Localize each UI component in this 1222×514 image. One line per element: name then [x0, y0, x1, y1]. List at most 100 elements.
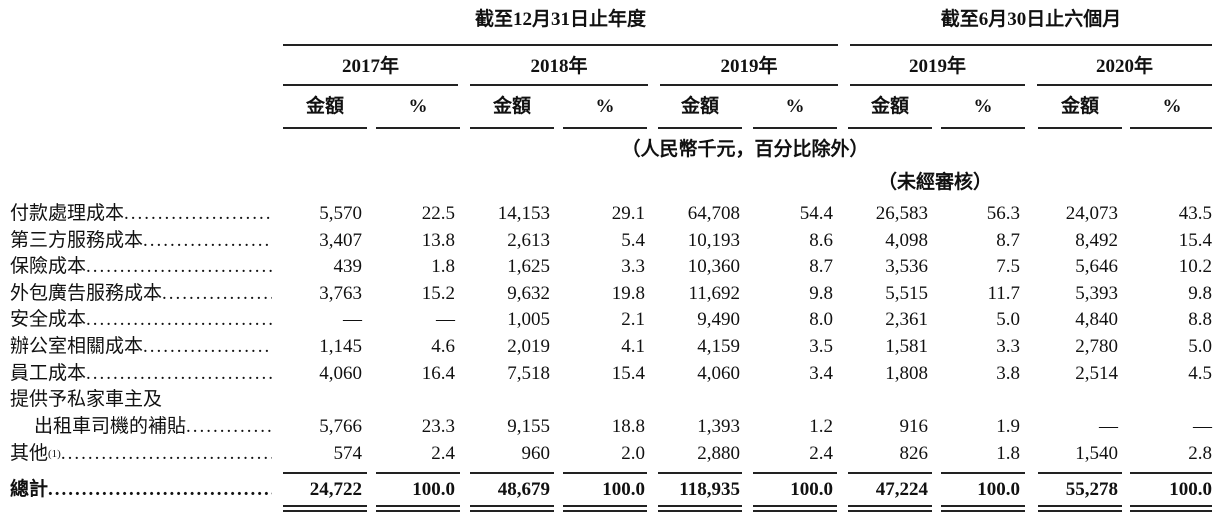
column-header: 金額 [1060, 96, 1100, 117]
cell-value: 2,780 [1075, 336, 1118, 357]
rule [941, 510, 1025, 513]
row-label: 第三方服務成本 [10, 230, 272, 252]
dot-leader [124, 203, 272, 225]
cell-value: 4,060 [697, 362, 740, 384]
rule [1038, 505, 1122, 508]
cell-value: 56.3 [986, 203, 1020, 224]
row-label: 提供予私家車主及 [10, 389, 272, 411]
row-label: 辦公室相關成本 [10, 336, 272, 358]
cell-value: 439 [333, 256, 363, 278]
cell-value: 1.9 [996, 416, 1020, 438]
cell-value: 16.4 [421, 362, 455, 384]
cell-value: 1.2 [809, 416, 833, 438]
dot-leader [48, 479, 272, 501]
cell-value: 2.4 [431, 442, 455, 464]
rule [283, 505, 367, 508]
dot-leader [86, 363, 272, 385]
label-text: 保險成本 [10, 256, 87, 278]
column-header: % [785, 96, 805, 117]
label-text: 員工成本 [10, 362, 87, 384]
year-header: 2020年 [1095, 56, 1154, 77]
rule [1037, 84, 1212, 86]
cell-value: 9,632 [507, 282, 550, 304]
note-ref: (1) [48, 447, 61, 460]
cell-value: 960 [521, 442, 551, 464]
row-label: 出租車司機的補貼 [10, 416, 272, 438]
cell-value: 2.8 [1188, 442, 1212, 464]
rule [848, 505, 932, 508]
rule [283, 44, 838, 46]
row-label: 總計 [10, 479, 272, 501]
cell-value: 8.6 [809, 229, 833, 251]
cell-value: 118,935 [679, 479, 740, 501]
cell-value: 4.5 [1188, 362, 1212, 384]
cell-value: 22.5 [421, 203, 455, 224]
rule [753, 505, 837, 508]
cell-value: 1.8 [996, 442, 1020, 464]
cell-value: 24,073 [1065, 203, 1118, 224]
cell-value: 826 [899, 442, 929, 464]
cell-value: — [1193, 416, 1212, 438]
rule [563, 505, 647, 508]
dot-leader [86, 309, 272, 331]
cell-value: 55,278 [1065, 479, 1118, 501]
cell-value: 26,583 [875, 203, 928, 224]
cell-value: 10.2 [1178, 256, 1212, 278]
cell-value: 1,625 [507, 256, 550, 278]
rule [753, 510, 837, 513]
rule [1038, 127, 1122, 129]
rule [283, 510, 367, 513]
rule [563, 510, 647, 513]
cell-value: 2,880 [697, 442, 740, 464]
row-label: 保險成本 [10, 256, 272, 278]
cell-value: 100.0 [977, 479, 1020, 501]
rule [941, 472, 1025, 475]
column-header: % [1162, 96, 1182, 117]
cell-value: 3,536 [885, 256, 928, 278]
cell-value: 8.0 [809, 309, 833, 331]
rule [850, 44, 1212, 46]
rule [658, 472, 742, 475]
cell-value: 13.8 [421, 229, 455, 251]
rule [283, 127, 367, 129]
column-header: % [973, 96, 993, 117]
cell-value: 1,145 [319, 336, 362, 357]
rule [753, 127, 837, 129]
rule [848, 472, 932, 475]
rule [1130, 510, 1212, 513]
cell-value: 11.7 [987, 282, 1020, 304]
year-header: 2018年 [530, 56, 588, 77]
cell-value: 5.4 [621, 229, 645, 251]
cell-value: 11,692 [688, 282, 740, 304]
rule [376, 505, 460, 508]
cell-value: 8.8 [1188, 309, 1212, 331]
rule [848, 510, 932, 513]
cell-value: 5,570 [319, 203, 362, 224]
rule [658, 505, 742, 508]
cell-value: 1,393 [697, 416, 740, 438]
cell-value: 23.3 [421, 416, 455, 438]
cell-value: 19.8 [611, 282, 645, 304]
cell-value: 15.4 [611, 362, 645, 384]
cell-value: 54.4 [799, 203, 833, 224]
label-text: 付款處理成本 [10, 203, 125, 224]
label-text: 安全成本 [10, 309, 87, 331]
cell-value: 4.6 [431, 336, 455, 357]
cell-value: 15.4 [1178, 229, 1212, 251]
rule [658, 127, 742, 129]
cell-value: 3.3 [621, 256, 645, 278]
rule [470, 472, 554, 475]
label-text: 提供予私家車主及 [10, 389, 163, 411]
unit-note: （人民幣千元，百分比除外） [621, 139, 869, 160]
cell-value: 29.1 [611, 203, 645, 224]
cell-value: 3.8 [996, 362, 1020, 384]
cell-value: 1.8 [431, 256, 455, 278]
column-header: 金額 [680, 96, 720, 117]
cell-value: 9,490 [697, 309, 740, 331]
cell-value: 5.0 [1188, 336, 1212, 357]
label-text: 辦公室相關成本 [10, 336, 144, 357]
dot-leader [186, 416, 272, 438]
row-label: 其他 (1) [10, 443, 272, 465]
cell-value: 18.8 [611, 416, 645, 438]
